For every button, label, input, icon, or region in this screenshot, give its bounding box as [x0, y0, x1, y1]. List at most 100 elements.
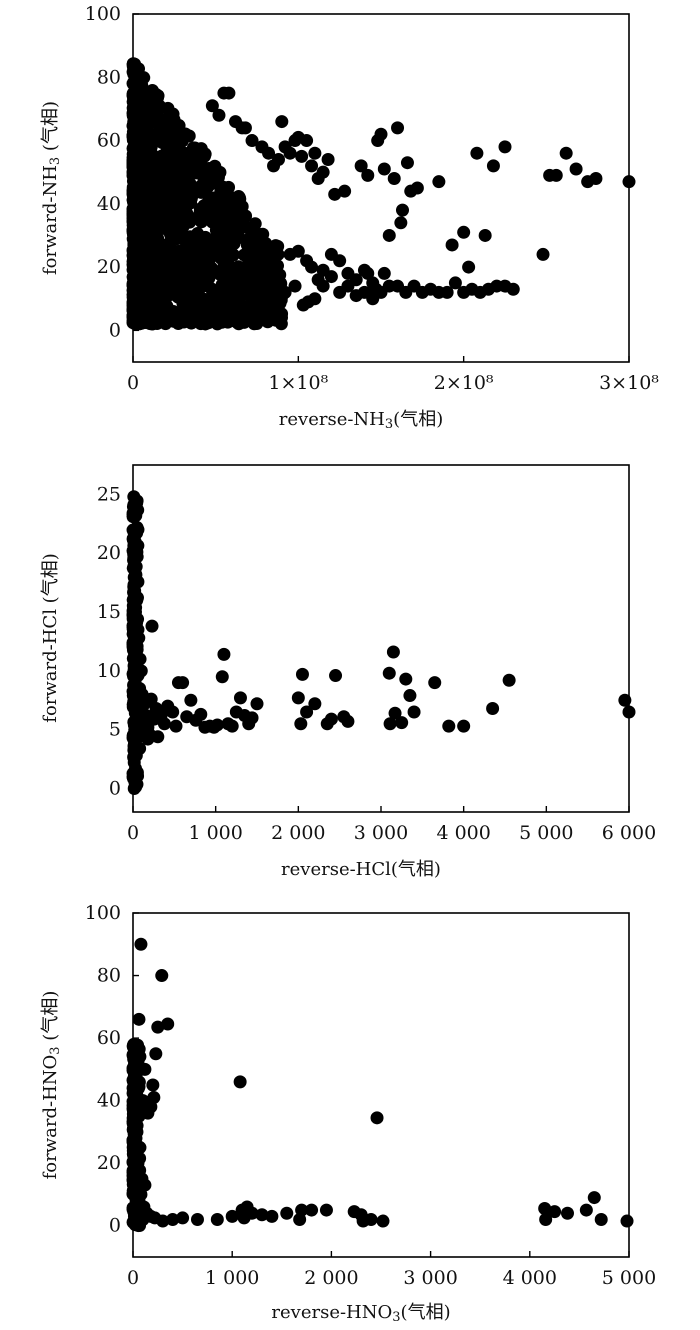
data-point [587, 1191, 601, 1205]
data-point [321, 153, 335, 167]
cluster-point [143, 272, 157, 286]
y-tick-label: 15 [97, 601, 121, 623]
data-point [217, 647, 231, 661]
data-point [275, 115, 289, 129]
data-point [486, 701, 500, 715]
cluster-point [128, 67, 142, 81]
cluster-point [252, 275, 266, 289]
data-point [407, 705, 421, 719]
cluster-point [235, 199, 249, 213]
data-point [169, 719, 183, 733]
data-point [374, 127, 388, 141]
data-point [622, 705, 636, 719]
data-point [400, 156, 414, 170]
data-point [156, 1214, 170, 1228]
data-point [506, 282, 520, 296]
y-tick-label: 25 [97, 483, 121, 505]
data-point [548, 1205, 562, 1219]
cluster-point [151, 105, 165, 119]
scatter-panel-1: 0 20 40 60 80 100 0 1×10⁸ 2×10⁸ 3×10⁸ reverse-NH3(… [40, 3, 659, 432]
x-tick-label: 1×10⁸ [268, 372, 328, 394]
x-tick-label: 1 000 [188, 822, 242, 844]
x-tick-label: 5 000 [519, 822, 573, 844]
data-point [132, 1012, 146, 1026]
cluster-point [194, 204, 208, 218]
cluster-point [205, 215, 219, 229]
cluster-point [126, 130, 140, 144]
data-point [127, 781, 141, 795]
data-point [338, 184, 352, 198]
cluster-point [153, 133, 167, 147]
data-point [128, 506, 142, 520]
cluster-point [179, 167, 193, 181]
data-point [128, 717, 142, 731]
cluster-point [182, 177, 196, 191]
cluster-point [139, 197, 153, 211]
x-tick-label: 5 000 [602, 1267, 656, 1289]
data-point [486, 159, 500, 173]
data-point [333, 254, 347, 268]
y-tick-label: 20 [97, 1152, 121, 1174]
cluster-point [232, 293, 246, 307]
data-point [383, 717, 397, 731]
data-point [559, 146, 573, 160]
cluster-point [192, 289, 206, 303]
x-axis-label: reverse-HNO3(气相) [271, 1302, 450, 1325]
data-point [442, 719, 456, 733]
data-point [622, 175, 636, 189]
data-point [399, 672, 413, 686]
x-tick-label: 3 000 [403, 1267, 457, 1289]
data-point [176, 676, 190, 690]
cluster-point [167, 180, 181, 194]
cluster-point [138, 315, 152, 329]
data-point [255, 1208, 269, 1222]
data-point [215, 670, 229, 684]
data-point [166, 705, 180, 719]
data-point [194, 707, 208, 721]
data-point [245, 134, 259, 148]
data-point [176, 1211, 190, 1225]
data-point [316, 165, 330, 179]
y-tick-label: 100 [85, 3, 121, 25]
data-point [238, 121, 252, 135]
data-point [300, 705, 314, 719]
data-point [242, 254, 256, 268]
cluster-point [193, 180, 207, 194]
data-point [258, 260, 272, 274]
data-point [328, 187, 342, 201]
cluster-point [181, 306, 195, 320]
data-point [391, 121, 405, 135]
cluster-point [142, 243, 156, 257]
x-tick-label: 0 [127, 822, 139, 844]
cluster-point [209, 304, 223, 318]
data-point [388, 706, 402, 720]
data-point [319, 1203, 333, 1217]
data-point [579, 1203, 593, 1217]
cluster-point [234, 216, 248, 230]
data-point [265, 1209, 279, 1223]
data-point [440, 285, 454, 299]
y-tick-label: 60 [97, 130, 121, 152]
data-point [308, 146, 322, 160]
cluster-point [224, 279, 238, 293]
data-point [329, 669, 343, 683]
cluster-point [126, 101, 140, 115]
data-point [394, 216, 408, 230]
data-point [225, 719, 239, 733]
data-point [569, 162, 583, 176]
data-point [377, 266, 391, 280]
x-axis-label: reverse-HCl(气相) [281, 859, 441, 880]
y-tick-label: 40 [97, 1090, 121, 1112]
cluster-point [161, 314, 175, 328]
cluster-point [126, 1095, 140, 1109]
cluster-point [209, 176, 223, 190]
data-point [129, 1162, 143, 1176]
cluster-point [135, 255, 149, 269]
data-point [300, 134, 314, 148]
cluster-point [132, 80, 146, 94]
x-tick-label: 2 000 [271, 822, 325, 844]
y-tick-label: 60 [97, 1027, 121, 1049]
y-tick-label: 10 [97, 660, 121, 682]
data-point [129, 540, 143, 554]
